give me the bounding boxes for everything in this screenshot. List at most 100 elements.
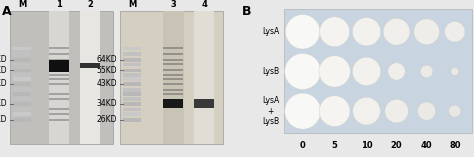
Bar bbox=[123, 63, 141, 66]
Bar bbox=[163, 11, 183, 144]
Bar bbox=[123, 77, 141, 81]
Bar bbox=[13, 63, 31, 66]
Ellipse shape bbox=[449, 105, 461, 117]
Text: M: M bbox=[18, 0, 26, 9]
Ellipse shape bbox=[285, 14, 320, 49]
Bar bbox=[49, 83, 69, 85]
Bar bbox=[49, 78, 69, 80]
Text: 1: 1 bbox=[56, 0, 62, 9]
Text: 64KD: 64KD bbox=[0, 55, 7, 64]
Text: 20: 20 bbox=[391, 141, 402, 150]
Bar bbox=[13, 112, 31, 116]
Bar bbox=[13, 92, 31, 96]
Bar bbox=[164, 74, 183, 76]
Text: 4: 4 bbox=[201, 0, 207, 9]
Ellipse shape bbox=[420, 65, 433, 78]
Bar bbox=[49, 113, 69, 115]
Ellipse shape bbox=[352, 57, 381, 86]
Bar bbox=[164, 69, 183, 71]
Bar bbox=[164, 99, 183, 108]
Text: 26KD: 26KD bbox=[0, 115, 7, 124]
Bar bbox=[194, 99, 214, 108]
Text: LysA: LysA bbox=[262, 27, 279, 36]
Bar bbox=[164, 53, 183, 55]
Ellipse shape bbox=[388, 63, 405, 80]
Bar bbox=[164, 93, 183, 95]
Bar bbox=[13, 77, 31, 81]
Bar bbox=[284, 9, 472, 133]
Bar bbox=[9, 11, 112, 144]
Ellipse shape bbox=[383, 18, 410, 45]
Bar bbox=[164, 89, 183, 91]
Bar bbox=[123, 82, 141, 86]
Bar bbox=[49, 74, 69, 76]
Bar bbox=[123, 73, 141, 77]
Text: 26KD: 26KD bbox=[97, 115, 117, 124]
Bar bbox=[49, 108, 69, 110]
Bar bbox=[13, 97, 31, 101]
Bar bbox=[123, 112, 141, 116]
Text: 43KD: 43KD bbox=[97, 79, 117, 88]
Bar bbox=[49, 59, 69, 61]
Ellipse shape bbox=[352, 18, 381, 46]
Bar bbox=[164, 47, 183, 49]
Text: B: B bbox=[242, 5, 251, 18]
Bar bbox=[13, 69, 31, 72]
Text: 3: 3 bbox=[170, 0, 176, 9]
Ellipse shape bbox=[451, 68, 459, 75]
Ellipse shape bbox=[285, 53, 321, 89]
Bar bbox=[13, 47, 31, 50]
Bar bbox=[49, 47, 69, 49]
Ellipse shape bbox=[319, 56, 350, 87]
Bar bbox=[13, 58, 31, 62]
Bar bbox=[13, 118, 31, 122]
Text: LysB: LysB bbox=[262, 67, 279, 76]
Ellipse shape bbox=[285, 93, 321, 129]
Bar bbox=[123, 102, 141, 106]
Bar bbox=[164, 78, 183, 80]
Bar bbox=[13, 82, 31, 86]
Text: 55KD: 55KD bbox=[97, 66, 117, 75]
Bar bbox=[164, 83, 183, 85]
Text: 5: 5 bbox=[332, 141, 337, 150]
Ellipse shape bbox=[418, 102, 436, 120]
Text: A: A bbox=[2, 5, 12, 18]
Text: 43KD: 43KD bbox=[0, 79, 7, 88]
Bar bbox=[13, 52, 31, 56]
Ellipse shape bbox=[353, 97, 380, 125]
Text: 40: 40 bbox=[421, 141, 432, 150]
Text: LysA
+
LysB: LysA + LysB bbox=[262, 96, 279, 126]
Bar bbox=[123, 92, 141, 96]
Bar bbox=[49, 11, 69, 144]
Bar bbox=[123, 58, 141, 62]
Bar bbox=[80, 63, 100, 68]
Text: 55KD: 55KD bbox=[0, 66, 7, 75]
Text: 34KD: 34KD bbox=[0, 99, 7, 108]
Text: 34KD: 34KD bbox=[97, 99, 117, 108]
Bar bbox=[119, 11, 223, 144]
Bar bbox=[194, 11, 214, 144]
Text: 80: 80 bbox=[449, 141, 461, 150]
Bar bbox=[123, 52, 141, 56]
Bar bbox=[13, 102, 31, 106]
Bar bbox=[123, 69, 141, 72]
Bar bbox=[13, 88, 31, 92]
Ellipse shape bbox=[319, 96, 350, 127]
Text: M: M bbox=[128, 0, 136, 9]
Bar bbox=[123, 108, 141, 111]
Ellipse shape bbox=[320, 17, 349, 47]
Ellipse shape bbox=[414, 19, 439, 45]
Text: 10: 10 bbox=[361, 141, 373, 150]
Bar bbox=[49, 119, 69, 121]
Bar bbox=[80, 11, 100, 144]
Text: 0: 0 bbox=[300, 141, 306, 150]
Bar bbox=[164, 59, 183, 61]
Bar bbox=[123, 97, 141, 101]
Bar bbox=[13, 108, 31, 111]
Bar bbox=[49, 53, 69, 55]
Text: 2: 2 bbox=[87, 0, 93, 9]
Bar bbox=[49, 98, 69, 100]
Ellipse shape bbox=[385, 99, 408, 123]
Bar bbox=[49, 60, 69, 72]
Bar bbox=[123, 118, 141, 122]
